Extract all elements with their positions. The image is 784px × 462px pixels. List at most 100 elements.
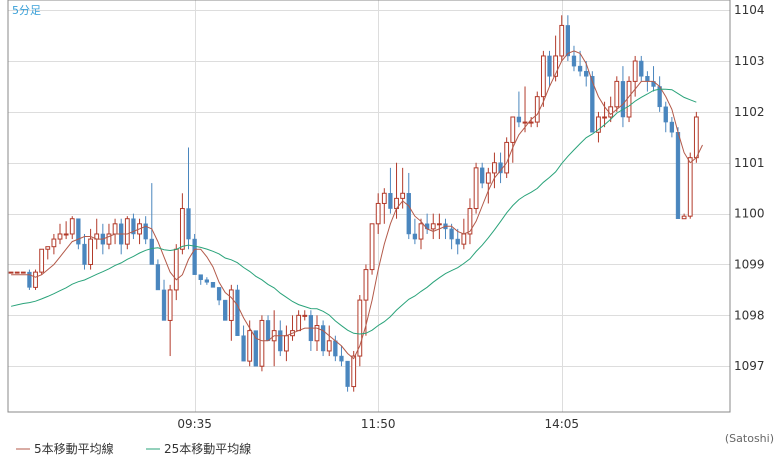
candle-body-down [82,243,87,265]
candle-body-up [112,223,118,235]
candle-body-up [20,271,26,274]
candles-layer [8,15,699,392]
candle-body-up [608,106,614,118]
candle-body-up [363,269,369,301]
candle-body-up [528,121,534,124]
candle-body-down [186,208,191,240]
candle-body-up [57,233,63,240]
candle-body-up [693,116,699,159]
candle-body-down [639,60,644,77]
candle-body-down [143,223,148,240]
candle-body-up [473,167,479,210]
candle-body-up [461,233,467,245]
candle-body-up [418,223,424,240]
y-tick-label: 1100 [734,207,765,221]
candle-body-up [632,60,638,82]
y-tick-label: 1099 [734,257,765,271]
ma25-line [10,88,697,335]
candle-body-down [388,193,393,209]
candle-body-up [357,299,363,357]
candle-body-up [173,248,179,291]
candle-body-up [510,116,516,143]
candle-body-down [235,289,240,336]
candle-body-up [284,335,289,352]
candle-body-up [687,157,693,217]
candle-body-down [155,264,161,291]
x-tick-label: 14:05 [544,417,579,431]
time-axis: 09:35 11:50 14:05 [177,417,579,431]
candle-body-down [339,355,344,362]
candle-body-up [259,319,265,367]
candle-body-down [320,325,326,352]
y-tick-label: 1103 [734,54,765,68]
candle-body-up [375,202,381,225]
y-tick-label: 1097 [734,359,765,373]
grid-layer [8,0,730,412]
candle-body-up [39,248,45,273]
candle-body-up [534,96,540,123]
candle-body-up [614,80,620,108]
candle-body-down [675,131,681,219]
candle-body-up [247,330,253,362]
candle-body-down [663,106,668,123]
candle-body-up [381,192,387,204]
candle-body-up [51,238,57,248]
candle-body-down [216,287,222,301]
candle-body-up [522,121,528,124]
candle-body-up [602,116,607,119]
legend: 5本移動平均線 25本移動平均線 [16,441,251,456]
candle-body-up [8,271,14,274]
candle-body-down [455,238,460,245]
candle-body-up [492,162,497,174]
candle-body-up [179,208,185,250]
legend-ma25-label: 25本移動平均線 [164,441,251,456]
candle-body-down [412,233,418,240]
candle-body-up [485,172,491,184]
candle-body-up [124,218,130,245]
candle-body-up [314,325,320,342]
candle-body-down [241,335,246,362]
timeframe-label: 5分足 [12,4,41,17]
candle-body-down [223,299,228,321]
moving-average-layer [10,50,703,360]
candle-body-down [192,238,197,275]
y-tick-label: 1101 [734,156,765,170]
candle-body-down [620,81,626,118]
candle-body-down [345,360,350,387]
candle-body-up [296,314,302,332]
candle-body-down [198,274,203,281]
candle-body-up [45,246,51,250]
credit-label: (Satoshi) [725,432,774,445]
candle-body-down [571,55,577,67]
candle-body-down [669,121,675,133]
candle-body-down [161,289,167,321]
candle-body-down [210,282,216,288]
candle-body-up [400,192,406,199]
candle-body-up [14,271,20,274]
candle-body-down [480,167,485,184]
candle-body-up [167,289,173,321]
candle-body-up [467,208,473,235]
y-tick-label: 1102 [734,105,765,119]
candle-body-down [149,238,154,265]
candle-body-down [406,193,411,235]
legend-ma5-label: 5本移動平均線 [34,441,114,456]
candle-body-down [565,25,571,57]
candle-body-up [369,223,375,271]
candle-body-up [88,238,93,265]
candle-body-up [33,271,38,288]
candle-body-up [540,55,546,98]
candle-body-down [27,271,32,288]
candle-body-up [351,355,357,388]
candle-body-up [681,215,687,220]
candle-body-down [516,116,522,123]
candle-body-down [333,340,338,357]
candle-body-down [76,218,81,245]
ma5-line [11,50,703,360]
candle-body-up [626,80,632,118]
candle-body-down [424,223,430,230]
y-tick-label: 1104 [734,3,765,17]
x-tick-label: 11:50 [361,417,396,431]
